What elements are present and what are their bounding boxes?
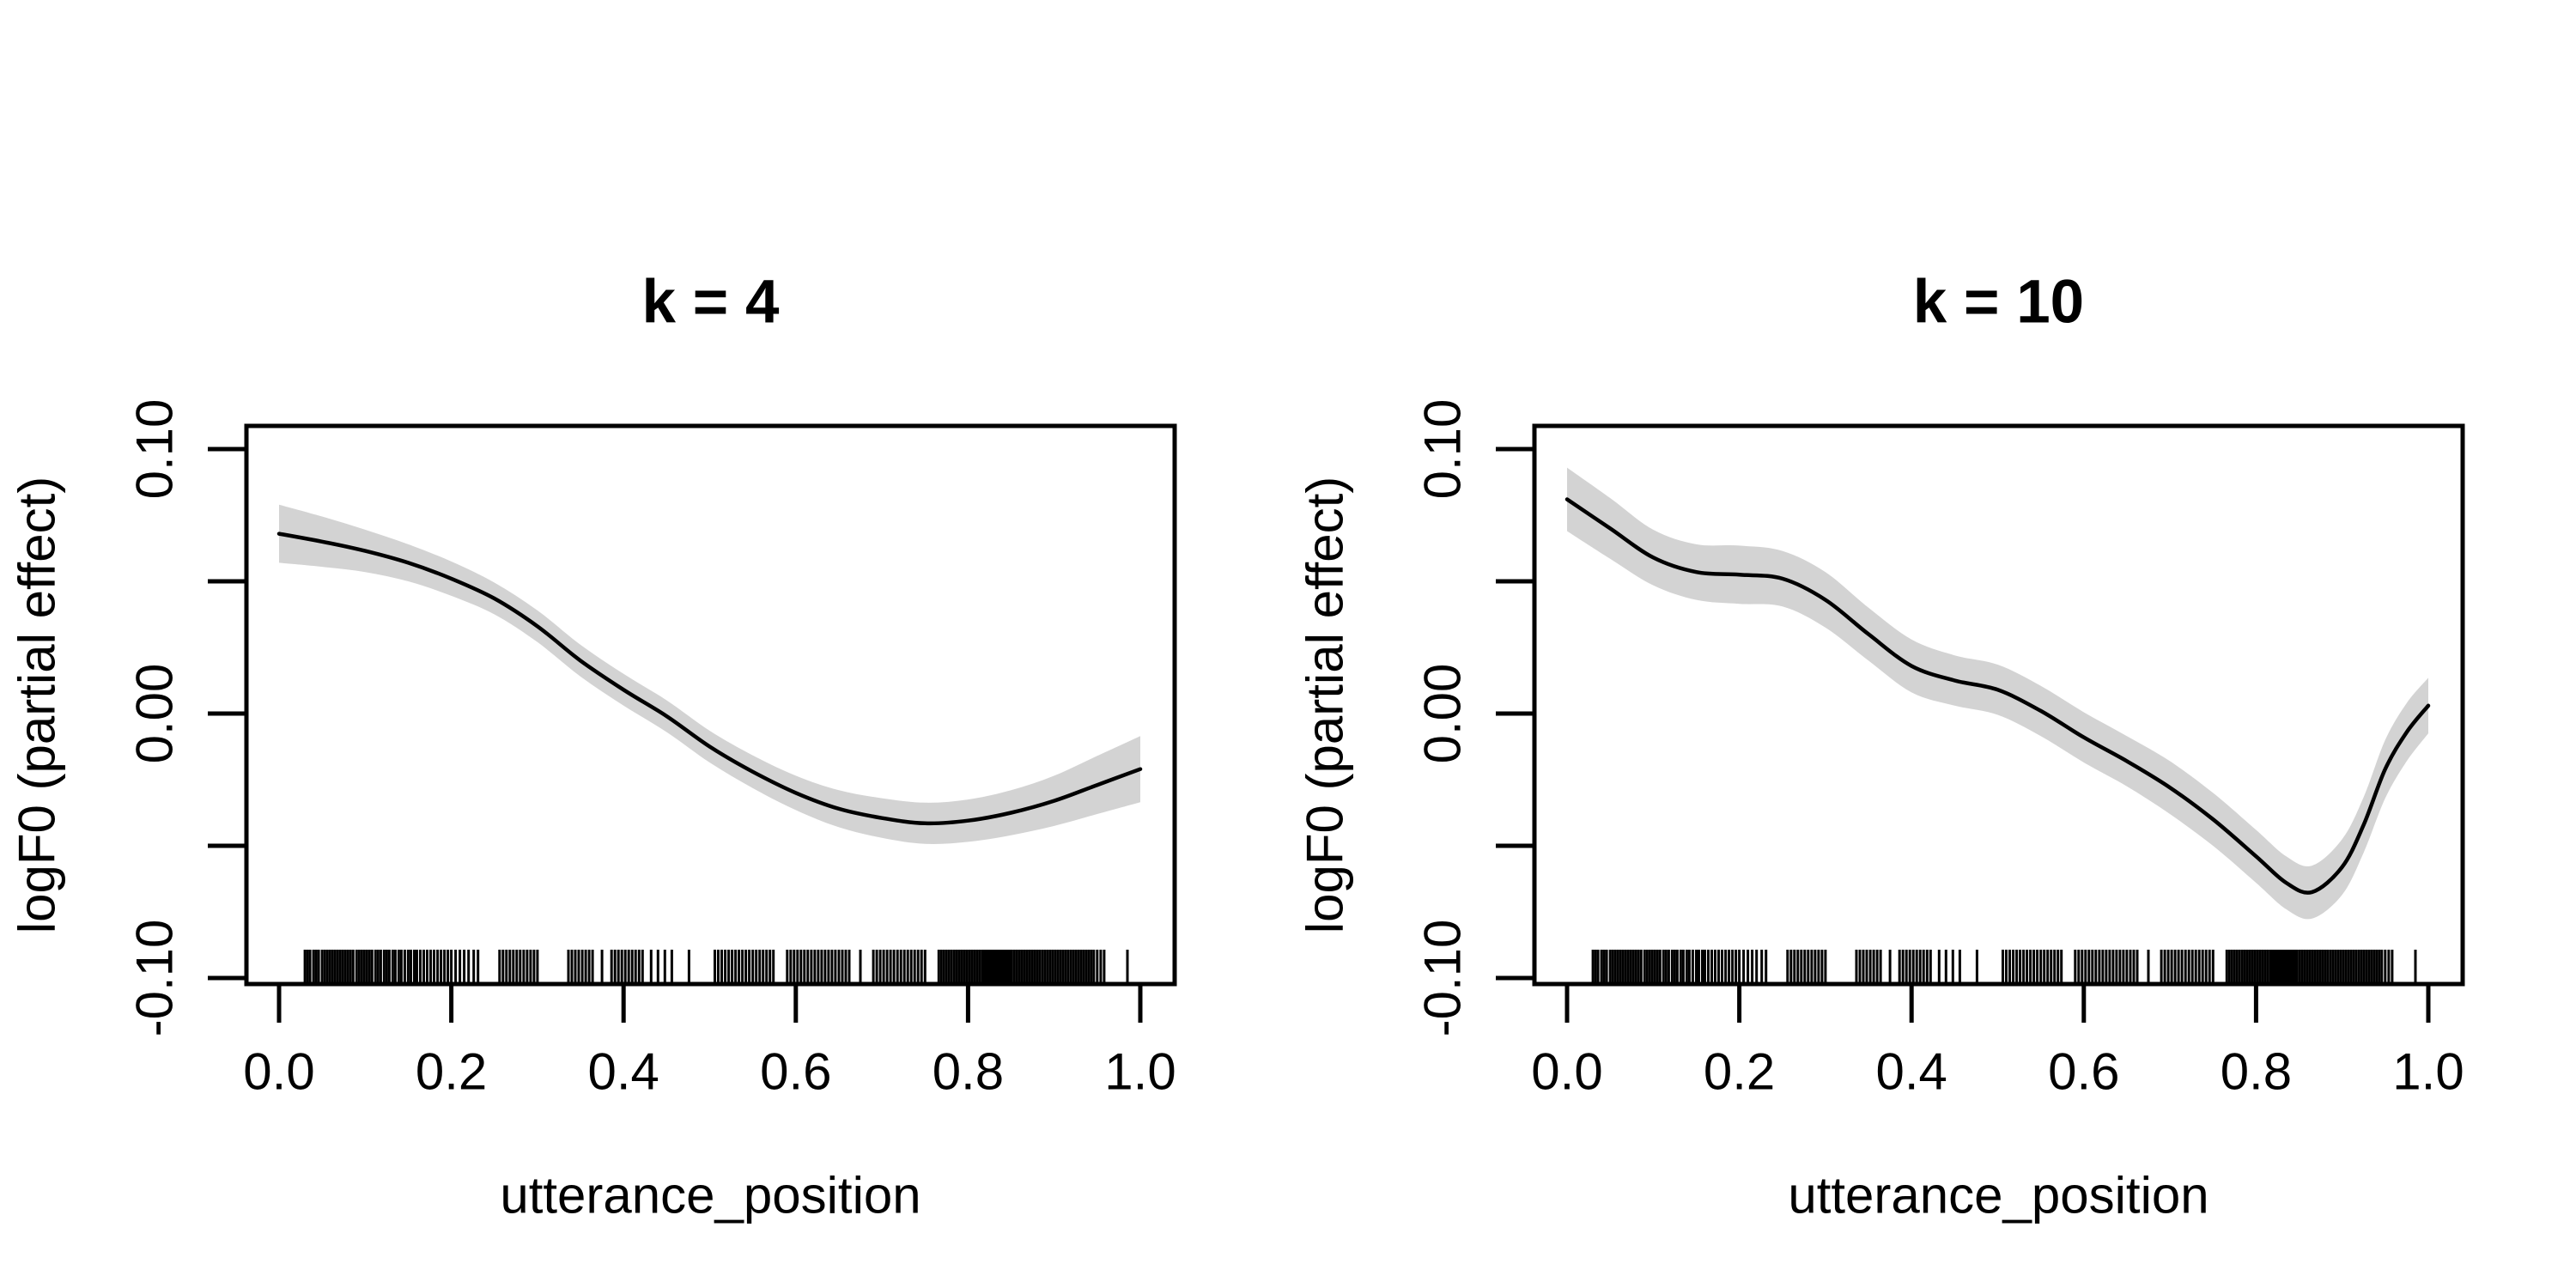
plot-box [244,423,1177,987]
x-tick-label: 0.4 [1875,1043,1947,1101]
rug-marks [1591,950,2417,982]
smooth-curve [276,532,1143,826]
x-tick-label: 1.0 [1104,1043,1176,1101]
y-tick-label: 0.00 [126,664,184,764]
y-tick-label: -0.10 [126,920,184,1037]
x-tick-label: 0.8 [2221,1043,2292,1101]
y-tick-label: 0.10 [1414,399,1472,500]
axis-ticks [1496,447,2431,1023]
x-tick-label: 0.6 [2048,1043,2119,1101]
x-tick-label: 1.0 [2392,1043,2464,1101]
y-axis-label: logF0 (partial effect) [1297,477,1354,933]
plot-box [1532,423,2465,987]
x-axis-label: utterance_position [1788,1167,2208,1224]
smooth-curve [1564,497,2431,895]
x-tick-label: 0.4 [587,1043,659,1101]
x-tick-label: 0.2 [416,1043,487,1101]
rug-marks [303,950,1129,982]
x-tick-label: 0.6 [760,1043,831,1101]
y-tick-label: -0.10 [1414,920,1472,1037]
x-tick-label: 0.0 [1531,1043,1602,1101]
y-axis-label: logF0 (partial effect) [9,477,66,933]
panel-k10: k = 10 utterance_position logF0 (partial e… [1297,269,2465,1224]
confidence-band [279,504,1140,845]
x-tick-label: 0.8 [933,1043,1004,1101]
panel-k4: k = 4 utterance_position logF0 (partial ef… [9,269,1177,1224]
x-axis-label: utterance_position [500,1167,920,1224]
x-tick-label: 0.2 [1704,1043,1775,1101]
panel-title: k = 10 [1913,269,2084,337]
panel-title: k = 4 [642,269,780,337]
confidence-band [1567,467,2428,920]
y-tick-label: 0.10 [126,399,184,500]
axis-ticks [208,447,1143,1023]
x-tick-label: 0.0 [243,1043,314,1101]
y-tick-label: 0.00 [1414,664,1472,764]
